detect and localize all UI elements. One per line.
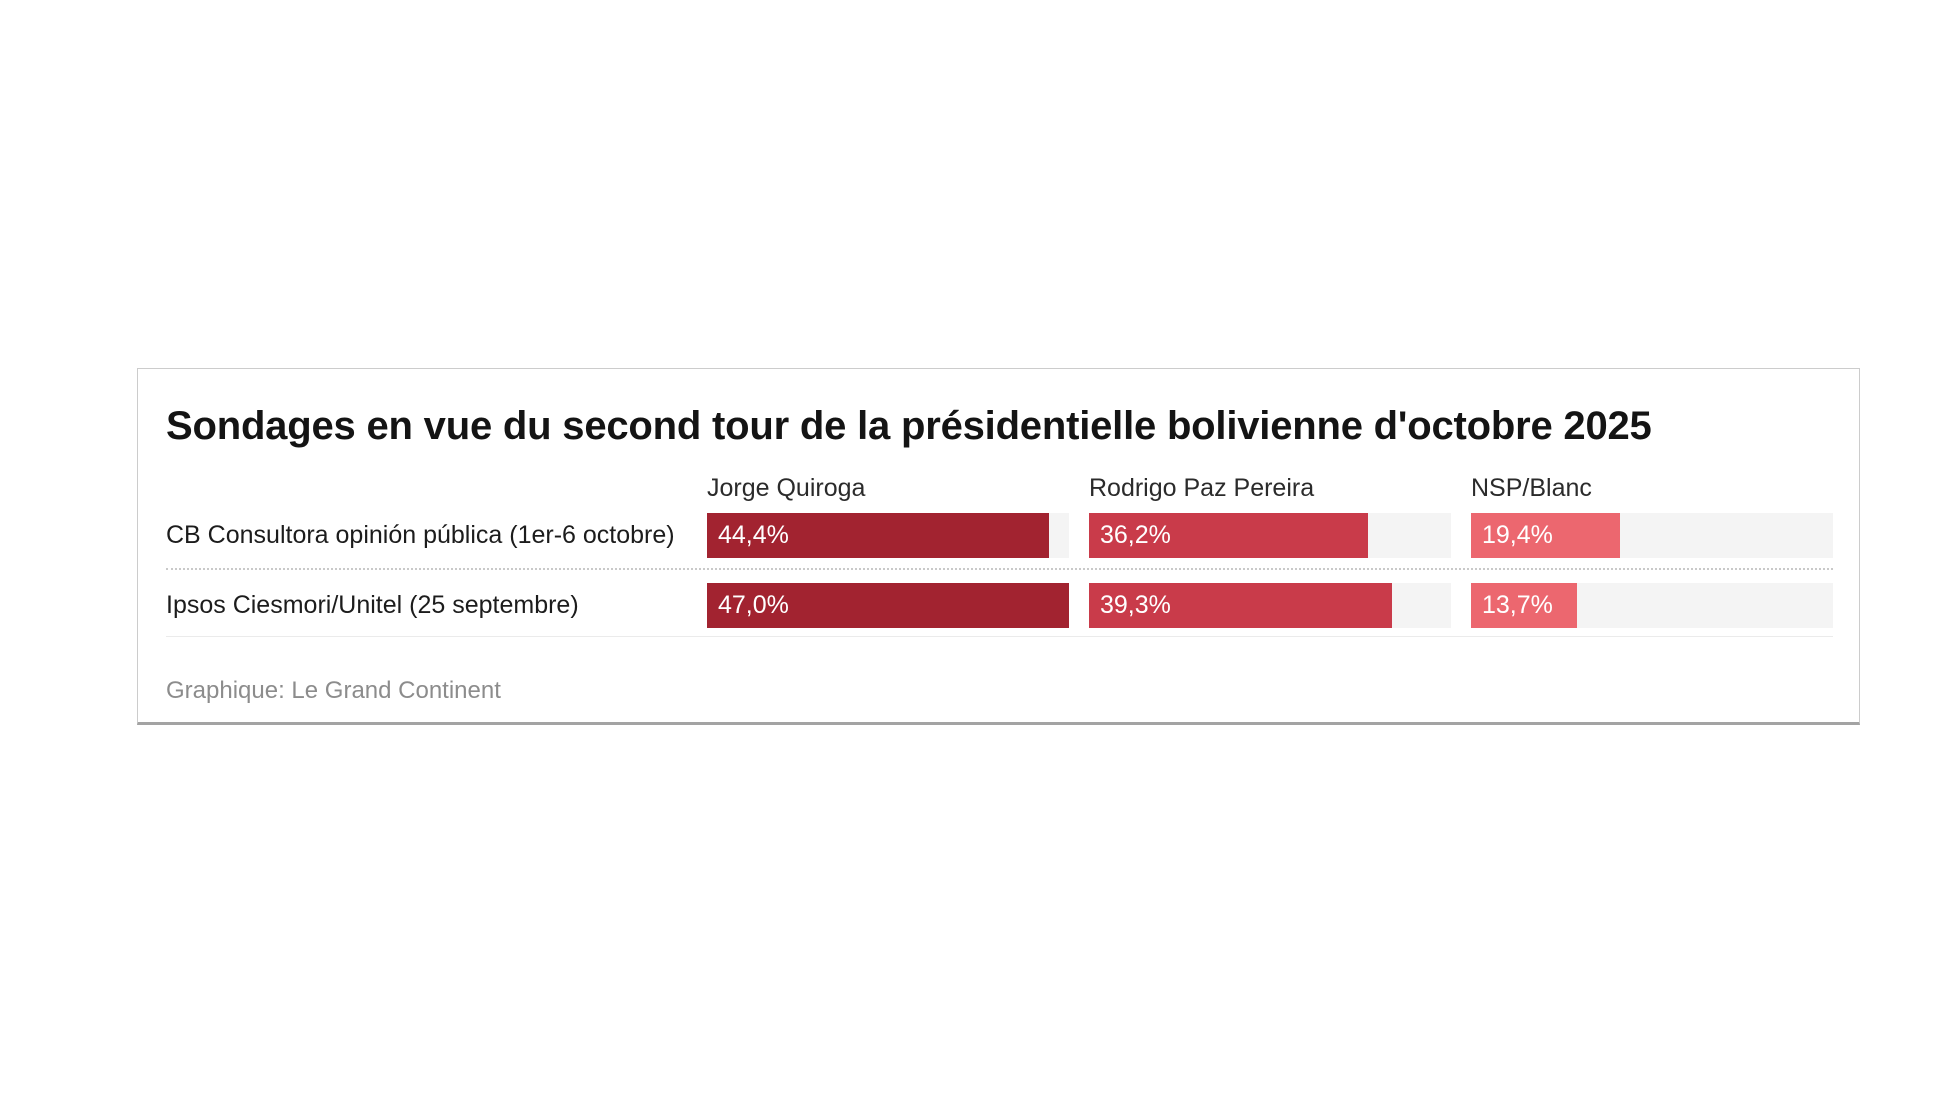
bar-nsp-row1: 19,4% — [1471, 513, 1621, 558]
bar-track: 13,7% — [1471, 583, 1833, 628]
bar-track: 47,0% — [707, 583, 1069, 628]
bar-value-label: 19,4% — [1482, 521, 1553, 549]
header-jorge-quiroga: Jorge Quiroga — [707, 474, 866, 502]
row-label-column-spacer — [166, 503, 687, 509]
header-rodrigo-paz-pereira: Rodrigo Paz Pereira — [1089, 474, 1315, 502]
bar-quiroga-row1: 44,4% — [707, 513, 1049, 558]
chart-title: Sondages en vue du second tour de la pré… — [166, 404, 1652, 448]
bar-paz-row2: 39,3% — [1089, 583, 1392, 628]
bar-value-label: 44,4% — [718, 521, 789, 549]
bar-value-label: 39,3% — [1100, 591, 1171, 619]
source-credit: Graphique: Le Grand Continent — [166, 677, 501, 704]
table-row-cb-consultora: CB Consultora opinión pública (1er-6 oct… — [166, 509, 1833, 570]
row-label-cb-consultora: CB Consultora opinión pública (1er-6 oct… — [166, 521, 675, 549]
bar-value-label: 47,0% — [718, 591, 789, 619]
bar-track: 44,4% — [707, 513, 1069, 558]
bar-track: 19,4% — [1471, 513, 1833, 558]
table-row-ipsos: Ipsos Ciesmori/Unitel (25 septembre) 47,… — [166, 570, 1833, 637]
bar-track: 39,3% — [1089, 583, 1451, 628]
bar-value-label: 36,2% — [1100, 521, 1171, 549]
bar-track: 36,2% — [1089, 513, 1451, 558]
poll-chart-card: Sondages en vue du second tour de la pré… — [137, 368, 1860, 725]
column-header-row: Jorge Quiroga Rodrigo Paz Pereira NSP/Bl… — [166, 469, 1833, 509]
bar-quiroga-row2: 47,0% — [707, 583, 1069, 628]
bar-paz-row1: 36,2% — [1089, 513, 1368, 558]
row-label-ipsos: Ipsos Ciesmori/Unitel (25 septembre) — [166, 591, 579, 619]
header-nsp-blanc: NSP/Blanc — [1471, 474, 1592, 502]
bar-nsp-row2: 13,7% — [1471, 583, 1577, 628]
bar-value-label: 13,7% — [1482, 591, 1553, 619]
